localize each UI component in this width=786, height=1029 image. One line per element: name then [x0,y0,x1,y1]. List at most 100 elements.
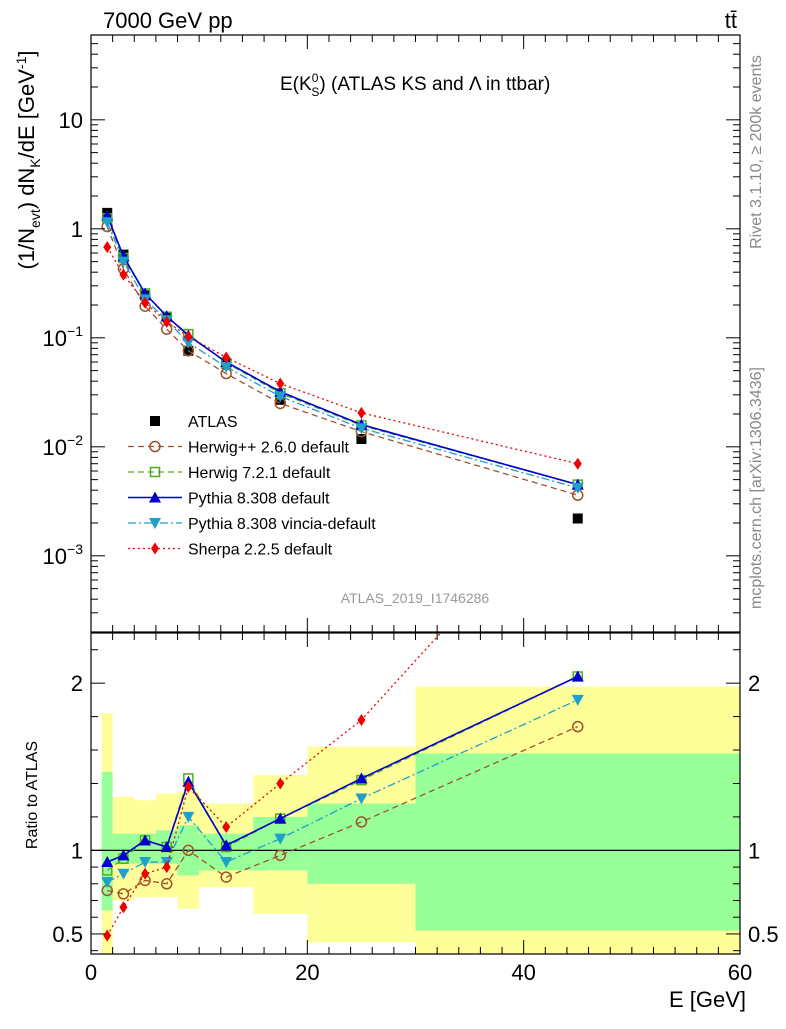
ratio-point-pythia-8-308-vincia-default [355,793,368,805]
main-point-sherpa-2-2-5-default [141,296,150,309]
ratio-y-tick-label-left: 0.5 [52,922,83,947]
ratio-point-pythia-8-308-default [355,772,368,784]
ratio-y-tick-label-left: 1 [71,838,83,863]
ratio-point-sherpa-2-2-5-default [119,901,128,914]
main-series-atlas [102,207,583,524]
main-point-sherpa-2-2-5-default [184,330,193,343]
ylabel-part-d: ] [14,50,39,56]
legend-entry-pythia-8-308-default: Pythia 8.308 default [128,491,330,508]
ylabel-part-b-sub: K [27,158,43,168]
main-point-sherpa-2-2-5-default [573,457,582,470]
x-tick-label: 20 [295,960,319,985]
legend-marker [149,440,161,453]
ylabel-part-a-sub: evt [27,209,43,228]
process-label: tt̄ [725,8,737,33]
main-point-sherpa-2-2-5-default [276,377,285,390]
band-inner [112,833,135,864]
ratio-point-sherpa-2-2-5-default [162,861,171,874]
legend-label: Sherpa 2.2.5 default [188,542,333,559]
main-point-sherpa-2-2-5-default [162,315,171,328]
legend-label: Herwig++ 2.6.0 default [188,440,350,457]
ratio-y-tick-label-right: 1 [748,838,760,863]
ratio-point-herwig-2-6-0-default [117,888,130,900]
legend-marker [149,518,161,529]
legend-entry-atlas: ATLAS [150,414,238,431]
main-point-pythia-8-308-vincia-default [220,361,233,373]
main-y-tick-label: 10−3 [43,541,84,569]
ratio-point-pythia-8-308-vincia-default [571,694,584,706]
main-series-herwig-2-6-0-default [101,220,584,501]
ratio-series-herwig-2-6-0-default [101,720,584,900]
ratio-point-sherpa-2-2-5-default [357,713,366,726]
main-line-herwig-2-6-0-default [106,226,578,496]
ratio-series-sherpa-2-2-5-default [103,633,442,942]
title-sup: 0 [312,71,319,85]
ratio-point-herwig-2-6-0-default [160,878,173,890]
ratio-point-pythia-8-308-vincia-default [139,857,152,869]
main-series-group [101,207,584,524]
ratio-point-herwig-2-6-0-default [355,816,368,828]
ratio-axes: 0 20 40 60 0.5 0.5 1 1 2 2 [52,633,779,985]
main-point-pythia-8-308-vincia-default [117,256,130,268]
x-tick-label: 60 [728,960,752,985]
title-rest: ) (ATLAS KS and Λ in ttbar) [319,74,550,95]
legend-marker [149,491,161,503]
energy-label: 7000 GeV pp [103,8,233,33]
ratio-line-herwig-2-6-0-default [107,726,579,895]
main-point-atlas [572,513,583,524]
ratio-point-herwig-2-6-0-default [182,844,195,857]
analysis-id: ATLAS_2019_I1746286 [341,590,490,606]
main-point-sherpa-2-2-5-default [222,351,231,364]
legend-entry-herwig-7-2-1-default: Herwig 7.2.1 default [128,465,331,482]
ratio-point-pythia-8-308-vincia-default [220,857,233,869]
main-y-label: (1/Nevt) dNK/dE [GeV-1] [13,50,43,269]
ratio-point-sherpa-2-2-5-default [222,820,231,833]
main-y-tick-label: 1 [71,217,83,242]
ratio-point-herwig-2-6-0-default [572,720,584,733]
x-axis-label: E [GeV] [669,987,746,1012]
legend-marker [149,466,161,478]
legend-entry-sherpa-2-2-5-default: Sherpa 2.2.5 default [128,542,333,559]
main-point-pythia-8-308-vincia-default [101,217,114,229]
main-point-atlas [356,433,367,444]
ratio-point-sherpa-2-2-5-default [103,929,112,942]
ratio-point-pythia-8-308-default [101,856,114,868]
ratio-y-label: Ratio to ATLAS [24,741,41,849]
title-sub: S [311,85,319,99]
band-inner [415,753,740,931]
main-point-sherpa-2-2-5-default [357,406,366,419]
ratio-uncertainty-bands [101,686,740,954]
main-y-tick-label: 10−1 [43,323,84,351]
legend-label: Pythia 8.308 default [188,491,330,508]
main-y-tick-label: 10 [59,108,83,133]
legend-entry-herwig-2-6-0-default: Herwig++ 2.6.0 default [128,440,350,457]
main-point-sherpa-2-2-5-default [103,241,112,254]
ratio-point-pythia-8-308-default [117,849,130,861]
main-y-axis: 10 1 10−1 10−2 10−3 [43,34,741,633]
main-line-sherpa-2-2-5-default [106,246,578,465]
legend-marker [151,542,159,555]
ratio-point-pythia-8-308-vincia-default [101,877,114,889]
ratio-point-pythia-8-308-vincia-default [182,811,195,823]
ylabel-part-c-sup: -1 [13,56,29,69]
legend-marker [150,416,160,426]
ratio-line-sherpa-2-2-5-default [106,633,442,936]
ratio-point-pythia-8-308-default [274,812,287,824]
x-tick-label: 40 [511,960,535,985]
ratio-point-pythia-8-308-vincia-default [274,833,287,845]
ratio-point-sherpa-2-2-5-default [276,777,285,790]
ratio-y-tick-label-right: 2 [748,671,760,696]
ratio-point-herwig-2-6-0-default [274,849,287,862]
legend-entry-pythia-8-308-vincia-default: Pythia 8.308 vincia-default [128,516,376,533]
main-series-sherpa-2-2-5-default [103,241,582,470]
ratio-point-pythia-8-308-vincia-default [117,868,130,880]
main-point-pythia-8-308-vincia-default [182,337,195,349]
ratio-point-sherpa-2-2-5-default [141,867,150,880]
ylabel-part-a: (1/N [14,228,39,270]
band-inner [101,771,113,911]
ratio-y-tick-label-left: 2 [71,671,83,696]
ratio-point-herwig-2-6-0-default [220,871,232,883]
main-point-pythia-8-308-vincia-default [571,482,584,494]
